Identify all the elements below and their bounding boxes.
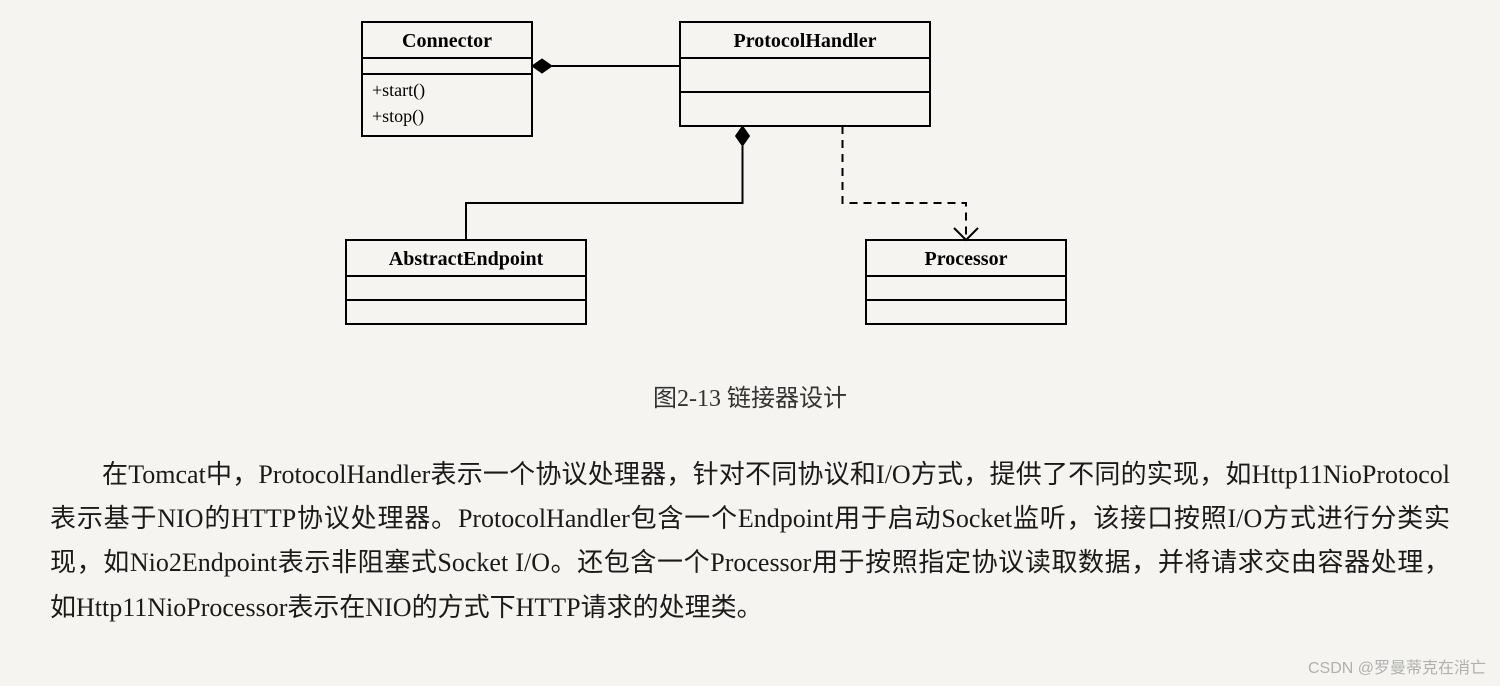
svg-text:AbstractEndpoint: AbstractEndpoint	[389, 248, 544, 270]
svg-text:ProtocolHandler: ProtocolHandler	[734, 30, 877, 52]
watermark-text: CSDN @罗曼蒂克在消亡	[1308, 654, 1486, 678]
svg-text:+start(): +start()	[372, 80, 425, 101]
class-connector: Connector +start() +stop()	[362, 22, 532, 136]
svg-text:Processor: Processor	[925, 248, 1008, 270]
uml-diagram-container: Connector +start() +stop() ProtocolHandler A…	[0, 0, 1500, 370]
body-paragraph: 在Tomcat中，ProtocolHandler表示一个协议处理器，针对不同协议…	[50, 453, 1450, 630]
class-abstractendpoint: AbstractEndpoint	[346, 240, 586, 324]
svg-text:+stop(): +stop()	[372, 106, 424, 127]
svg-text:Connector: Connector	[402, 30, 492, 52]
class-processor: Processor	[866, 240, 1066, 324]
class-protocolhandler: ProtocolHandler	[680, 22, 930, 126]
uml-svg: Connector +start() +stop() ProtocolHandler A…	[0, 0, 1500, 370]
figure-caption: 图2-13 链接器设计	[0, 378, 1500, 413]
